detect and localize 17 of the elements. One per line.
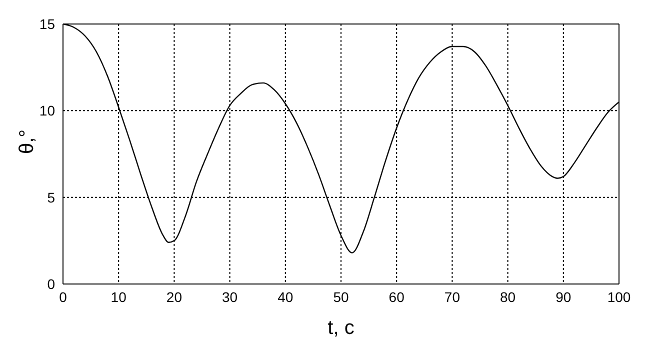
x-tick-label: 90 bbox=[556, 288, 572, 305]
x-tick-label: 20 bbox=[166, 288, 182, 305]
y-axis-title: θ,° bbox=[16, 129, 38, 154]
x-axis-title: t, c bbox=[328, 317, 354, 339]
x-tick-label: 0 bbox=[59, 288, 68, 305]
x-tick-label: 80 bbox=[500, 288, 516, 305]
x-tick-label: 60 bbox=[388, 288, 405, 305]
x-tick-label: 100 bbox=[607, 288, 631, 305]
x-tick-label: 30 bbox=[222, 288, 238, 305]
y-tick-label: 5 bbox=[47, 189, 56, 206]
x-tick-label: 40 bbox=[278, 288, 294, 305]
x-tick-label: 10 bbox=[110, 288, 127, 305]
y-tick-label: 15 bbox=[39, 16, 56, 32]
x-tick-label: 50 bbox=[333, 288, 349, 305]
y-tick-label: 0 bbox=[47, 276, 56, 292]
y-tick-label: 10 bbox=[39, 102, 56, 119]
x-tick-label: 70 bbox=[444, 288, 460, 305]
